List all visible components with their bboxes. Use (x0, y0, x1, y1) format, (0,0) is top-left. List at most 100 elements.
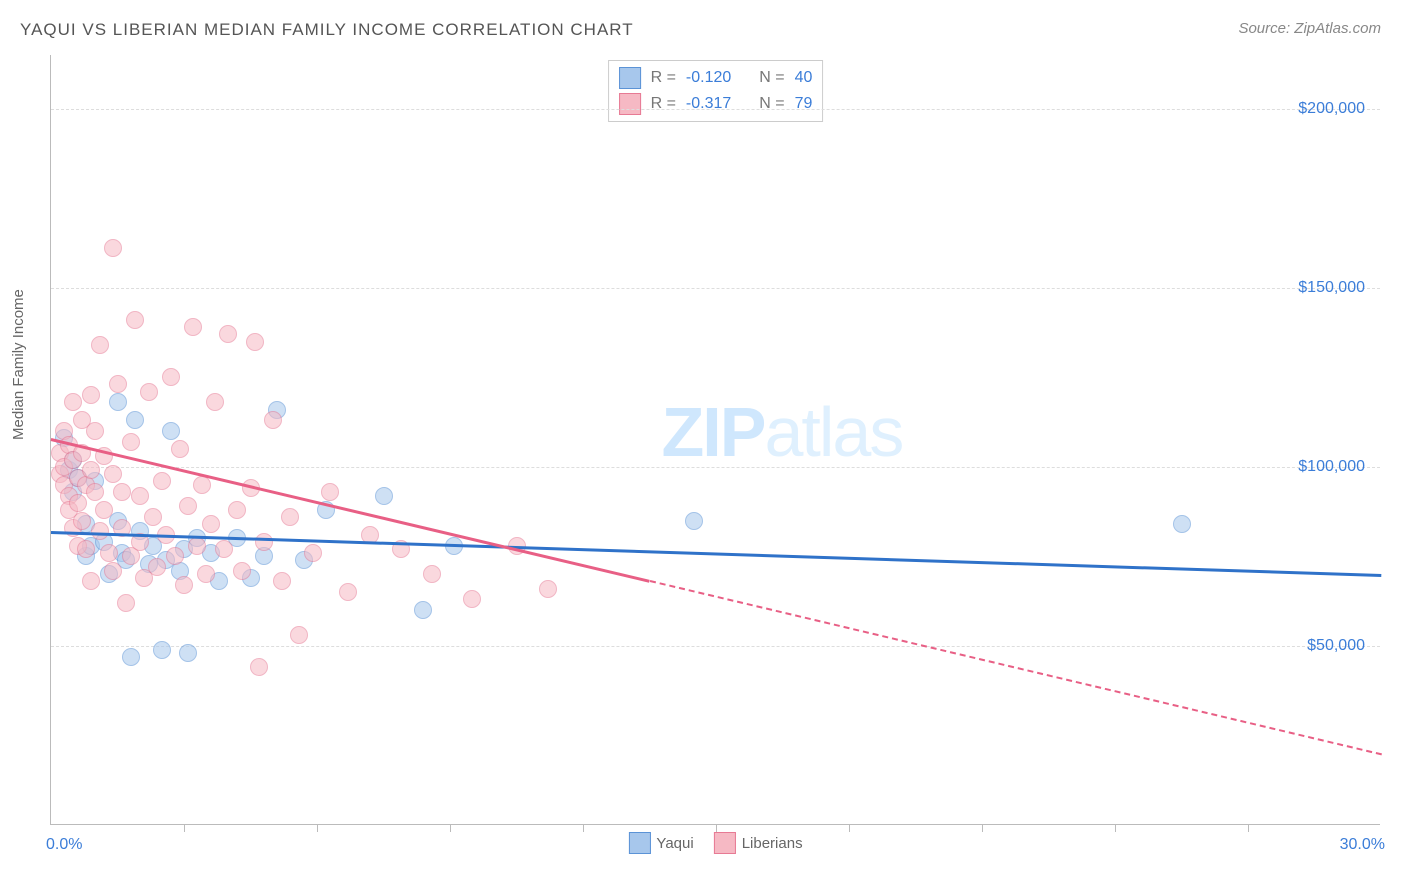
data-point (73, 512, 91, 530)
data-point (171, 440, 189, 458)
data-point (148, 558, 166, 576)
data-point (414, 601, 432, 619)
stats-legend-box: R = -0.120 N = 40 R = -0.317 N = 79 (608, 60, 824, 122)
data-point (86, 483, 104, 501)
data-point (162, 422, 180, 440)
data-point (228, 501, 246, 519)
source-attribution: Source: ZipAtlas.com (1238, 20, 1381, 37)
data-point (100, 544, 118, 562)
data-point (153, 472, 171, 490)
n-value: 79 (795, 95, 813, 113)
y-tick-label: $50,000 (1307, 637, 1365, 655)
series-swatch (619, 93, 641, 115)
plot-area: ZIPatlas R =-0.120N =40R =-0.317N =79 0.… (50, 55, 1380, 825)
data-point (126, 411, 144, 429)
x-tick (583, 824, 584, 832)
x-tick (1115, 824, 1116, 832)
data-point (109, 393, 127, 411)
data-point (64, 393, 82, 411)
legend-label: Liberians (742, 835, 803, 852)
gridline (51, 646, 1380, 647)
data-point (104, 562, 122, 580)
chart-title: YAQUI VS LIBERIAN MEDIAN FAMILY INCOME C… (20, 20, 634, 40)
n-value: 40 (795, 69, 813, 87)
watermark: ZIPatlas (662, 392, 903, 472)
data-point (109, 375, 127, 393)
chart-container: YAQUI VS LIBERIAN MEDIAN FAMILY INCOME C… (0, 0, 1406, 892)
n-label: N = (759, 69, 784, 87)
data-point (95, 501, 113, 519)
data-point (77, 540, 95, 558)
x-tick (849, 824, 850, 832)
data-point (233, 562, 251, 580)
data-point (69, 494, 87, 512)
data-point (246, 333, 264, 351)
x-axis-min-label: 0.0% (46, 836, 82, 854)
data-point (281, 508, 299, 526)
data-point (144, 508, 162, 526)
data-point (219, 325, 237, 343)
series-swatch (619, 67, 641, 89)
y-tick-label: $100,000 (1298, 458, 1365, 476)
x-tick (982, 824, 983, 832)
data-point (375, 487, 393, 505)
data-point (179, 497, 197, 515)
data-point (184, 318, 202, 336)
data-point (104, 465, 122, 483)
data-point (153, 641, 171, 659)
gridline (51, 109, 1380, 110)
data-point (202, 515, 220, 533)
y-tick-label: $150,000 (1298, 279, 1365, 297)
data-point (126, 311, 144, 329)
x-tick (716, 824, 717, 832)
r-value: -0.120 (686, 69, 731, 87)
data-point (197, 565, 215, 583)
stats-row: R = -0.120 N = 40 (619, 65, 813, 91)
data-point (166, 547, 184, 565)
data-point (122, 433, 140, 451)
y-tick-label: $200,000 (1298, 100, 1365, 118)
data-point (82, 386, 100, 404)
data-point (82, 461, 100, 479)
r-value: -0.317 (686, 95, 731, 113)
gridline (51, 467, 1380, 468)
data-point (250, 658, 268, 676)
x-tick (184, 824, 185, 832)
y-axis-label: Median Family Income (10, 289, 27, 440)
data-point (82, 572, 100, 590)
data-point (117, 594, 135, 612)
data-point (140, 383, 158, 401)
data-point (179, 644, 197, 662)
x-tick (1248, 824, 1249, 832)
data-point (91, 336, 109, 354)
r-label: R = (651, 69, 676, 87)
series-legend: Yaqui Liberians (628, 832, 802, 854)
data-point (1173, 515, 1191, 533)
data-point (463, 590, 481, 608)
data-point (86, 422, 104, 440)
data-point (162, 368, 180, 386)
data-point (122, 648, 140, 666)
x-axis-max-label: 30.0% (1340, 836, 1385, 854)
legend-item: Yaqui (628, 832, 693, 854)
series-swatch (714, 832, 736, 854)
series-swatch (628, 832, 650, 854)
data-point (131, 487, 149, 505)
watermark-bold: ZIP (662, 393, 765, 471)
stats-row: R = -0.317 N = 79 (619, 91, 813, 117)
r-label: R = (651, 95, 676, 113)
trend-line (649, 580, 1381, 755)
data-point (264, 411, 282, 429)
data-point (104, 239, 122, 257)
x-tick (450, 824, 451, 832)
data-point (273, 572, 291, 590)
n-label: N = (759, 95, 784, 113)
data-point (193, 476, 211, 494)
data-point (423, 565, 441, 583)
data-point (255, 533, 273, 551)
x-tick (317, 824, 318, 832)
data-point (539, 580, 557, 598)
data-point (215, 540, 233, 558)
data-point (321, 483, 339, 501)
data-point (304, 544, 322, 562)
